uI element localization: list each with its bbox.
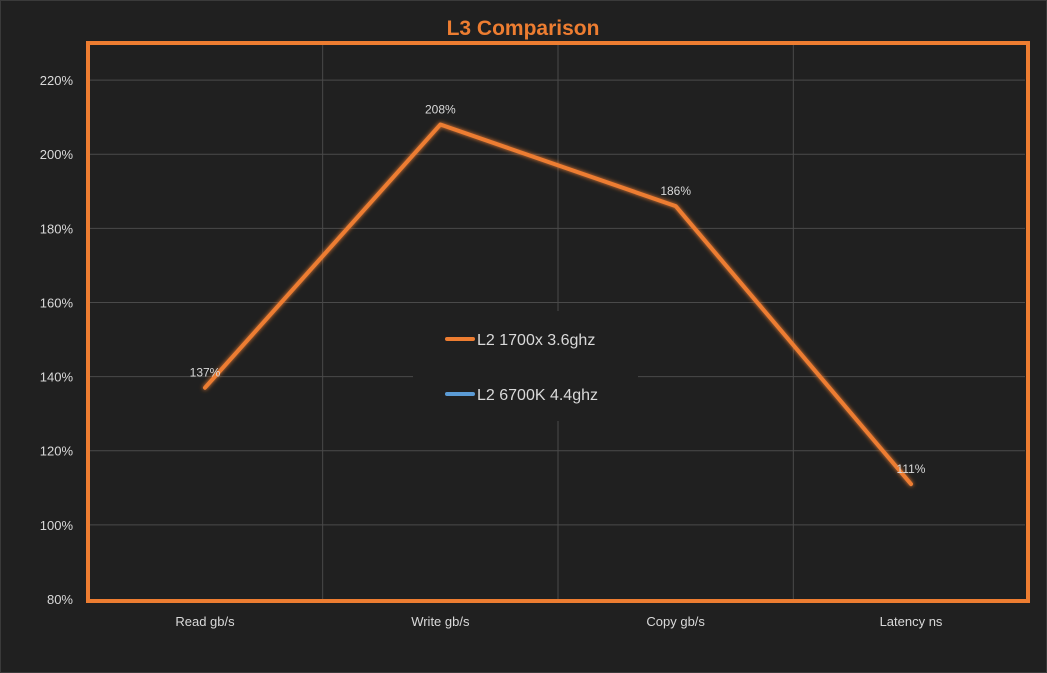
y-tick-label: 80%: [47, 592, 73, 607]
data-label: 186%: [660, 184, 691, 198]
gridlines: [88, 43, 1025, 599]
y-tick-label: 220%: [40, 73, 74, 88]
legend-box: [413, 311, 638, 421]
y-tick-label: 200%: [40, 147, 74, 162]
y-axis-tick-labels: 80% 100% 120% 140% 160% 180% 200% 220%: [40, 73, 74, 607]
y-tick-label: 100%: [40, 518, 74, 533]
data-label: 111%: [897, 462, 926, 476]
legend: L2 1700x 3.6ghz L2 6700K 4.4ghz: [413, 311, 638, 421]
legend-label: L2 1700x 3.6ghz: [477, 332, 595, 349]
series-line: [203, 122, 913, 487]
data-label: 208%: [425, 103, 456, 117]
plot-area-border: [86, 41, 1030, 603]
x-tick-label: Write gb/s: [411, 614, 470, 629]
x-tick-label: Latency ns: [880, 614, 943, 629]
x-tick-label: Read gb/s: [175, 614, 235, 629]
x-tick-label: Copy gb/s: [646, 614, 705, 629]
y-tick-label: 180%: [40, 221, 74, 236]
series-lines: [203, 122, 913, 527]
y-tick-label: 140%: [40, 370, 74, 385]
chart-title: L3 Comparison: [447, 17, 600, 40]
data-labels: 137% 208% 186% 111%: [190, 103, 926, 477]
x-axis-tick-labels: Read gb/s Write gb/s Copy gb/s Latency ns: [175, 614, 943, 629]
y-tick-label: 160%: [40, 295, 74, 310]
legend-label: L2 6700K 4.4ghz: [477, 387, 598, 404]
data-label: 137%: [190, 366, 221, 380]
y-tick-label: 120%: [40, 444, 74, 459]
